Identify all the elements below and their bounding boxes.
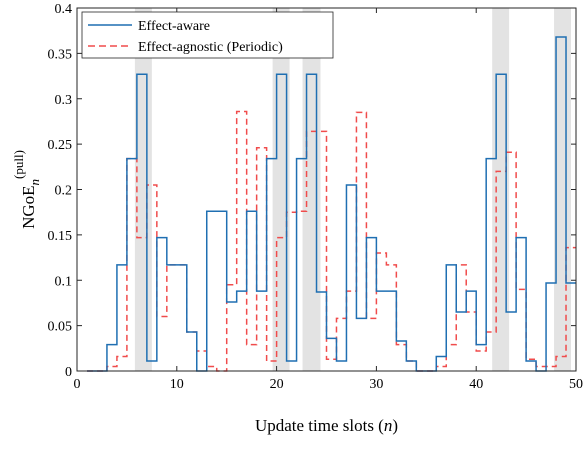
y-tick-label-7: 0.35 bbox=[48, 47, 73, 62]
legend-label-effect-agnostic: Effect-agnostic (Periodic) bbox=[138, 40, 283, 55]
y-tick-label-4: 0.2 bbox=[55, 184, 73, 199]
y-tick-label-6: 0.3 bbox=[55, 93, 73, 108]
x-axis-label-var: n bbox=[384, 416, 393, 435]
x-tick-label-3: 30 bbox=[369, 377, 383, 392]
x-tick-label-2: 20 bbox=[270, 377, 284, 392]
y-tick-label-3: 0.15 bbox=[48, 229, 73, 244]
x-axis-label: Update time slots (n) bbox=[255, 416, 398, 435]
legend-label-effect-aware: Effect-aware bbox=[138, 19, 210, 34]
y-axis-label: NGoEn(pull) bbox=[11, 150, 42, 229]
y-axis-label-sub: n bbox=[27, 179, 42, 186]
y-axis-label-main: NGoE bbox=[19, 185, 38, 228]
shaded-interval-2 bbox=[303, 8, 321, 371]
x-tick-label-1: 10 bbox=[170, 377, 184, 392]
y-tick-label-8: 0.4 bbox=[55, 2, 73, 17]
x-axis-label-close: ) bbox=[392, 416, 398, 435]
x-axis-label-text: Update time slots ( bbox=[255, 416, 384, 435]
y-tick-label-1: 0.05 bbox=[48, 320, 73, 335]
y-tick-label-2: 0.1 bbox=[55, 274, 73, 289]
y-axis-label-sup: (pull) bbox=[11, 150, 26, 179]
y-tick-label-5: 0.25 bbox=[48, 138, 73, 153]
x-tick-label-0: 0 bbox=[74, 377, 81, 392]
x-tick-label-5: 50 bbox=[569, 377, 583, 392]
y-tick-label-0: 0 bbox=[65, 365, 72, 380]
x-tick-label-4: 40 bbox=[469, 377, 483, 392]
legend: Effect-aware Effect-agnostic (Periodic) bbox=[82, 12, 333, 58]
